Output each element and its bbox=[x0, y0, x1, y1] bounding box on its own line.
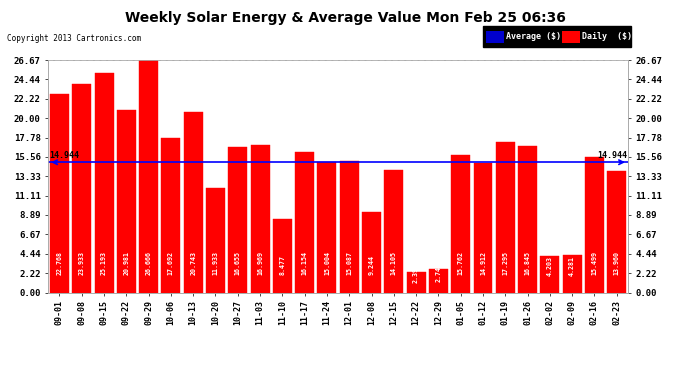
Text: 23.933: 23.933 bbox=[79, 251, 85, 275]
Bar bbox=[250, 145, 270, 292]
Text: 2.745: 2.745 bbox=[435, 262, 442, 282]
Bar bbox=[429, 268, 448, 292]
Text: 15.762: 15.762 bbox=[457, 251, 464, 275]
Text: 14.944: 14.944 bbox=[50, 152, 79, 160]
Bar bbox=[117, 110, 136, 292]
Text: 16.154: 16.154 bbox=[302, 251, 308, 275]
Bar bbox=[406, 272, 426, 292]
Text: 22.768: 22.768 bbox=[57, 251, 63, 275]
Text: 15.499: 15.499 bbox=[591, 251, 598, 275]
Text: 13.960: 13.960 bbox=[613, 251, 620, 275]
Text: 14.944: 14.944 bbox=[597, 152, 627, 160]
Bar bbox=[518, 146, 537, 292]
Text: 2.398: 2.398 bbox=[413, 263, 419, 283]
Bar bbox=[585, 158, 604, 292]
Text: 4.203: 4.203 bbox=[547, 256, 553, 276]
Text: 9.244: 9.244 bbox=[368, 255, 375, 275]
Bar bbox=[317, 162, 337, 292]
Text: 17.692: 17.692 bbox=[168, 251, 174, 275]
Bar bbox=[540, 256, 560, 292]
Bar bbox=[295, 152, 314, 292]
Text: 20.743: 20.743 bbox=[190, 251, 196, 275]
Text: 25.193: 25.193 bbox=[101, 251, 107, 275]
Bar bbox=[473, 162, 493, 292]
Bar bbox=[139, 60, 158, 292]
Bar bbox=[496, 142, 515, 292]
Text: 15.004: 15.004 bbox=[324, 251, 330, 275]
Text: 14.105: 14.105 bbox=[391, 251, 397, 275]
Text: 14.912: 14.912 bbox=[480, 251, 486, 275]
Text: Copyright 2013 Cartronics.com: Copyright 2013 Cartronics.com bbox=[7, 34, 141, 43]
Bar bbox=[50, 94, 69, 292]
Text: 16.969: 16.969 bbox=[257, 251, 263, 275]
Bar bbox=[72, 84, 91, 292]
Bar bbox=[563, 255, 582, 292]
Text: 17.295: 17.295 bbox=[502, 251, 509, 275]
Text: 8.477: 8.477 bbox=[279, 255, 286, 275]
Bar bbox=[384, 170, 404, 292]
Text: Daily  ($): Daily ($) bbox=[582, 32, 631, 41]
Bar bbox=[273, 219, 292, 292]
Bar bbox=[362, 212, 381, 292]
Bar bbox=[95, 73, 114, 292]
Text: 15.087: 15.087 bbox=[346, 251, 353, 275]
Bar bbox=[161, 138, 180, 292]
Bar bbox=[339, 161, 359, 292]
Text: 11.933: 11.933 bbox=[213, 251, 219, 275]
Bar bbox=[184, 112, 203, 292]
Text: 4.281: 4.281 bbox=[569, 256, 575, 276]
Text: Weekly Solar Energy & Average Value Mon Feb 25 06:36: Weekly Solar Energy & Average Value Mon … bbox=[125, 11, 565, 25]
Text: 26.666: 26.666 bbox=[146, 251, 152, 275]
Bar bbox=[607, 171, 627, 292]
Bar bbox=[206, 189, 225, 292]
Text: 16.655: 16.655 bbox=[235, 251, 241, 275]
Bar bbox=[228, 147, 247, 292]
Text: 16.845: 16.845 bbox=[524, 251, 531, 275]
Text: Average ($): Average ($) bbox=[506, 32, 561, 41]
Bar bbox=[451, 155, 470, 292]
Text: 20.981: 20.981 bbox=[124, 251, 129, 275]
